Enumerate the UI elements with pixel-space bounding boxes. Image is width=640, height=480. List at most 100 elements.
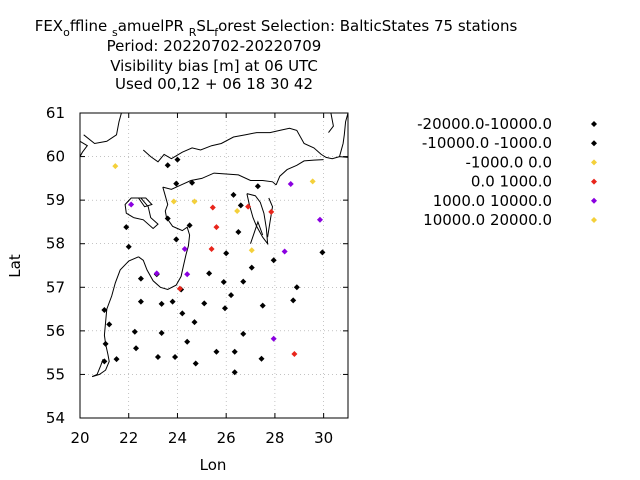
data-point bbox=[248, 247, 255, 254]
data-point bbox=[154, 354, 161, 360]
x-axis-label: Lon bbox=[200, 456, 227, 474]
chart-title: FEXoffline samuelPR RSLforest Selection:… bbox=[35, 17, 518, 93]
data-point bbox=[209, 204, 216, 211]
data-point bbox=[137, 298, 144, 305]
data-point bbox=[192, 360, 199, 367]
data-point bbox=[270, 257, 277, 264]
data-point bbox=[254, 183, 261, 190]
data-point bbox=[290, 297, 297, 304]
data-point bbox=[291, 350, 298, 357]
legend-label: -1000.0 0.0 bbox=[465, 153, 552, 171]
data-point bbox=[191, 319, 198, 326]
data-point bbox=[133, 345, 140, 352]
data-point bbox=[319, 249, 326, 256]
data-point bbox=[186, 222, 193, 229]
y-tick-label: 57 bbox=[46, 278, 65, 296]
data-point bbox=[101, 306, 108, 313]
data-point bbox=[173, 236, 180, 243]
data-point bbox=[228, 292, 235, 299]
data-point bbox=[208, 245, 215, 252]
plot-frame bbox=[79, 112, 349, 419]
y-tick-label: 58 bbox=[46, 235, 65, 253]
coastline bbox=[162, 172, 277, 190]
data-point bbox=[184, 271, 191, 278]
data-point bbox=[137, 275, 144, 282]
data-point bbox=[270, 335, 277, 342]
title-line-4: Used 00,12 + 06 18 30 42 bbox=[115, 75, 313, 93]
data-point bbox=[258, 355, 265, 362]
data-point bbox=[172, 354, 179, 360]
coastline bbox=[138, 197, 153, 208]
coastline bbox=[83, 113, 122, 145]
data-point bbox=[101, 358, 108, 365]
data-point bbox=[201, 300, 208, 307]
data-point bbox=[287, 181, 294, 188]
data-point bbox=[158, 300, 165, 307]
data-point bbox=[128, 201, 135, 208]
data-point bbox=[169, 298, 176, 305]
data-point bbox=[179, 310, 186, 317]
data-point bbox=[316, 216, 323, 223]
data-point bbox=[309, 178, 316, 185]
y-tick-label: 59 bbox=[46, 191, 65, 209]
legend-marker bbox=[591, 217, 597, 223]
data-point bbox=[234, 208, 241, 215]
data-point bbox=[189, 179, 196, 186]
coastline bbox=[142, 127, 348, 163]
coastline bbox=[267, 197, 274, 238]
legend-label: -20000.0-10000.0 bbox=[417, 115, 552, 133]
coastline bbox=[339, 113, 348, 157]
y-tick-label: 60 bbox=[46, 148, 65, 166]
data-point bbox=[170, 198, 177, 205]
title-line-2: Period: 20220702-20220709 bbox=[107, 37, 322, 55]
coastline bbox=[91, 359, 104, 378]
data-point bbox=[231, 369, 238, 376]
data-point bbox=[106, 321, 113, 328]
y-tick-label: 56 bbox=[46, 322, 65, 340]
data-point bbox=[268, 208, 275, 215]
data-point bbox=[191, 198, 198, 205]
coastline bbox=[250, 220, 264, 244]
data-point bbox=[213, 348, 220, 355]
y-axis-label: Lat bbox=[6, 254, 24, 278]
data-point bbox=[112, 163, 119, 170]
data-point bbox=[181, 245, 188, 252]
grid-lines bbox=[80, 113, 348, 418]
data-point bbox=[123, 224, 130, 231]
legend-label: -10000.0 -1000.0 bbox=[422, 134, 552, 152]
data-point bbox=[245, 203, 252, 210]
data-point bbox=[230, 191, 237, 198]
data-point bbox=[164, 162, 171, 169]
data-point bbox=[174, 156, 181, 163]
data-point bbox=[113, 356, 120, 363]
data-point bbox=[153, 270, 160, 277]
data-point bbox=[164, 215, 171, 222]
coastline bbox=[92, 256, 139, 378]
x-tick-label: 30 bbox=[314, 429, 333, 447]
legend-marker bbox=[591, 178, 597, 185]
data-point bbox=[221, 305, 228, 312]
coastline bbox=[275, 159, 324, 186]
legend: -20000.0-10000.0-10000.0 -1000.0-1000.0 … bbox=[417, 115, 597, 229]
legend-label: 0.0 1000.0 bbox=[471, 173, 552, 191]
x-tick-label: 20 bbox=[70, 429, 89, 447]
data-point bbox=[102, 340, 109, 347]
data-point bbox=[131, 328, 138, 335]
y-tick-label: 55 bbox=[46, 365, 65, 383]
data-point bbox=[248, 264, 255, 271]
data-point bbox=[176, 285, 183, 292]
legend-marker bbox=[591, 121, 597, 127]
x-tick-label: 28 bbox=[265, 429, 284, 447]
data-point bbox=[293, 284, 300, 291]
data-point bbox=[231, 348, 238, 355]
data-point bbox=[220, 279, 227, 286]
data-point bbox=[184, 338, 191, 345]
y-axis-ticks: 54 55 56 57 58 59 60 61 bbox=[46, 104, 348, 427]
data-point bbox=[158, 330, 165, 337]
coastline bbox=[80, 140, 89, 157]
coastline bbox=[246, 193, 269, 246]
coastline bbox=[328, 113, 334, 133]
data-point bbox=[281, 248, 288, 255]
y-tick-label: 54 bbox=[46, 409, 65, 427]
